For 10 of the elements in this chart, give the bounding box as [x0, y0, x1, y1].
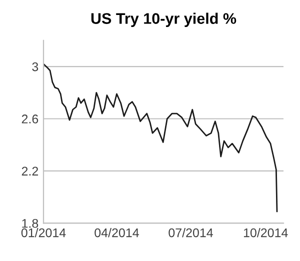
y-tick-label: 3	[32, 62, 38, 72]
y-tick-label: 1.8	[22, 218, 38, 228]
x-tick-label: 01/2014	[21, 228, 66, 238]
x-tick-label: 10/2014	[244, 228, 288, 238]
chart-title: US Try 10-yr yield %	[91, 12, 236, 27]
y-tick-label: 2.6	[22, 114, 38, 124]
x-tick-label: 04/2014	[94, 228, 139, 238]
y-tick-label: 2.2	[22, 166, 38, 176]
x-tick-label: 07/2014	[168, 228, 213, 238]
line-series	[44, 63, 278, 212]
